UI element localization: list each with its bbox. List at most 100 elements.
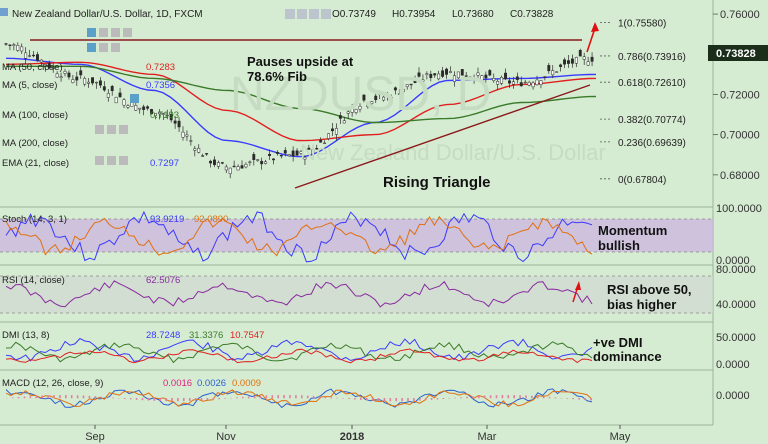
- candle-body: [169, 114, 173, 121]
- x-tick-label: May: [610, 431, 631, 443]
- candle-body: [283, 150, 287, 154]
- fib-levels: [600, 22, 612, 180]
- candle-body: [154, 113, 157, 116]
- macd-hist-bar: [466, 396, 468, 399]
- macd-hist-bar: [236, 397, 238, 399]
- macd-hist-bar: [348, 398, 350, 400]
- candle-body: [67, 72, 71, 78]
- candle-body: [331, 128, 334, 132]
- collapse-icon[interactable]: [0, 8, 8, 16]
- candle-body: [272, 158, 275, 161]
- candle-body: [543, 76, 547, 78]
- candle-body: [401, 88, 405, 93]
- macd-hist-bar: [47, 395, 49, 399]
- macd-hist-bar: [336, 397, 338, 399]
- candle-body: [323, 142, 327, 145]
- macd-hist-bar: [82, 395, 85, 399]
- macd-hist-bar: [590, 398, 592, 401]
- macd-hist-bar: [35, 395, 38, 399]
- candle-body: [150, 109, 153, 115]
- candle-body: [378, 92, 382, 95]
- candle-body: [98, 80, 102, 86]
- svg-text:MA (5, close): MA (5, close): [2, 80, 57, 91]
- candle-body: [236, 166, 240, 171]
- candle-body: [197, 147, 201, 153]
- macd-hist-bar: [147, 398, 150, 401]
- macd-hist-bar: [436, 398, 439, 400]
- dmi-note-line1: +ve DMI: [593, 335, 643, 350]
- candle-body: [134, 105, 138, 111]
- candle-body: [433, 73, 437, 76]
- rsi-line: [5, 280, 593, 308]
- macd-hist-bar: [342, 398, 344, 399]
- candle-body: [256, 159, 260, 161]
- candle-body: [397, 93, 401, 95]
- macd-hist-bar: [407, 398, 409, 402]
- header-controls[interactable]: [285, 9, 331, 19]
- macd-hist-bar: [318, 396, 321, 399]
- macd-hist-bar: [141, 398, 144, 401]
- candle-body: [110, 86, 114, 91]
- macd-hist-bar: [537, 396, 539, 399]
- y-tick-label: 0.76000: [720, 9, 760, 21]
- legend-ma200[interactable]: MA (200, close): [2, 138, 68, 149]
- legend-ma50[interactable]: MA (50, close) 0.7283: [2, 62, 175, 73]
- candle-body: [334, 128, 338, 135]
- macd-hist-bar: [11, 397, 14, 399]
- candle-body: [205, 153, 209, 155]
- candle-body: [32, 54, 35, 57]
- stoch-lines: [5, 210, 593, 263]
- dmi-adx-line: [5, 348, 593, 364]
- candle-body: [523, 81, 527, 84]
- candle-body: [43, 64, 47, 67]
- candle-body: [201, 155, 205, 157]
- macd-hist-bar: [454, 397, 456, 399]
- macd-hist-bar: [383, 398, 386, 402]
- candle-body: [28, 55, 32, 57]
- price-tag: [708, 45, 768, 61]
- macd-hist-bar: [242, 396, 244, 399]
- macd-hist-bar: [271, 395, 274, 399]
- ohlc-high: H0.73954: [392, 9, 436, 20]
- macd-hist-bar: [306, 395, 309, 399]
- candle-body: [102, 86, 106, 91]
- candle-body: [567, 60, 570, 64]
- candle-body: [472, 78, 476, 80]
- macd-hist-bar: [312, 395, 315, 399]
- candle-body: [445, 68, 448, 75]
- legend-ema21[interactable]: EMA (21, close) 0.7297: [2, 158, 179, 169]
- svg-text:0.7356: 0.7356: [146, 80, 175, 91]
- rsi-note-line2: bias higher: [607, 297, 676, 312]
- macd-hist-bar: [324, 396, 327, 399]
- candle-body: [496, 81, 500, 85]
- watermark: NZDUSD, D: [230, 68, 491, 121]
- candle-body: [531, 82, 535, 88]
- candle-body: [83, 78, 87, 85]
- svg-text:MA (200, close): MA (200, close): [2, 138, 68, 149]
- macd-hist-bar: [135, 398, 138, 400]
- time-axis: Sep Nov 2018 Mar May: [85, 425, 631, 443]
- macd-hist-bar: [100, 396, 102, 399]
- legend-ma100[interactable]: MA (100, close) 0.7193: [2, 110, 179, 121]
- candle-body: [342, 120, 346, 124]
- candle-body: [142, 106, 146, 110]
- candle-body: [362, 94, 366, 101]
- macd-hist-bar: [59, 395, 61, 399]
- macd-hist-bar: [23, 396, 26, 399]
- candle-body: [244, 164, 248, 168]
- macd-hist-bar: [365, 398, 368, 401]
- candle-body: [574, 57, 578, 64]
- candle-body: [220, 162, 224, 164]
- candle-body: [51, 67, 55, 70]
- legend-ma5[interactable]: MA (5, close) 0.7356: [2, 80, 175, 91]
- rsi-plot: [5, 280, 593, 308]
- candle-body: [464, 75, 468, 77]
- macd-hist-bar: [171, 398, 173, 402]
- candle-body: [118, 92, 122, 98]
- candle-body: [181, 131, 185, 138]
- legend-icons[interactable]: [87, 28, 139, 165]
- candle-body: [456, 71, 460, 79]
- macd-hist-bar: [525, 395, 527, 399]
- macd-hist-bar: [265, 395, 268, 399]
- macd-hist-bar: [501, 395, 504, 399]
